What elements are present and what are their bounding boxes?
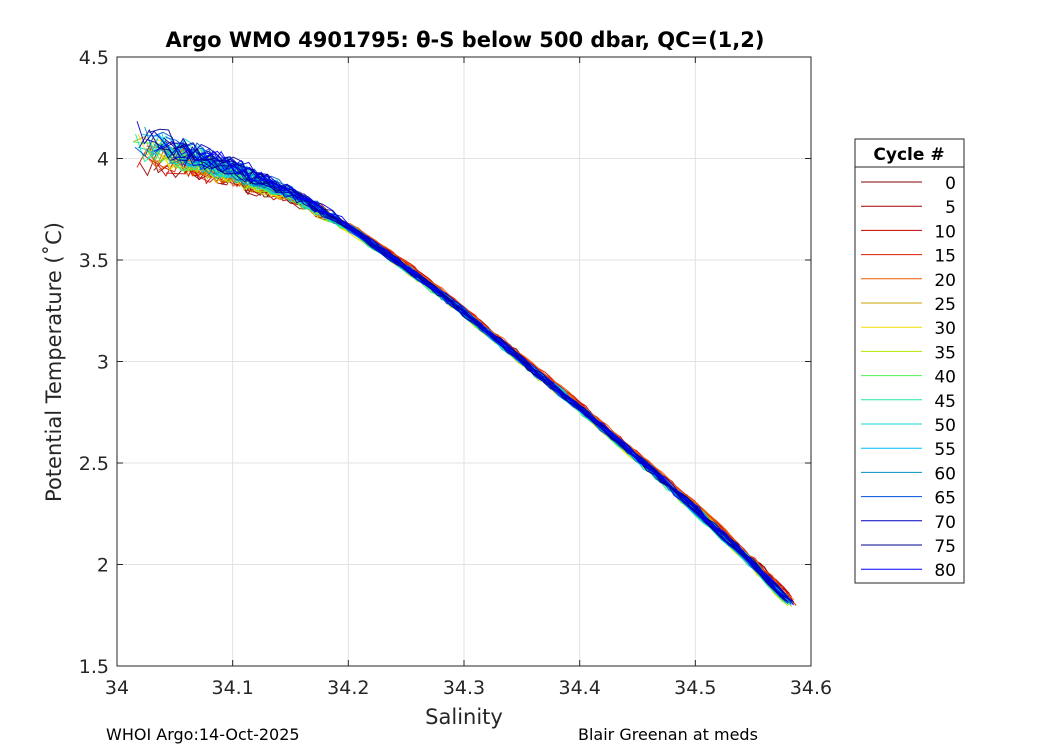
legend-label: 5 xyxy=(945,198,956,218)
legend-label: 55 xyxy=(934,440,956,460)
legend-label: 20 xyxy=(934,271,956,291)
y-axis-label: Potential Temperature (˚C) xyxy=(42,222,66,502)
footer-left: WHOI Argo:14-Oct-2025 xyxy=(106,725,300,744)
legend-label: 60 xyxy=(934,464,956,484)
cycle-profile-line xyxy=(153,140,784,596)
legend-title: Cycle # xyxy=(873,145,944,165)
tick-layer: 34 34.1 34.2 34.3 34.4 34.5 34.6 1.5 2 2.5 3 3.5 4 4.… xyxy=(79,47,832,699)
legend-box xyxy=(854,138,965,584)
x-tick-label: 34.6 xyxy=(790,677,832,699)
y-tick-label: 4 xyxy=(97,149,109,171)
y-tick-label: 2 xyxy=(97,555,109,577)
legend-label: 75 xyxy=(934,537,956,557)
legend-label: 65 xyxy=(934,489,956,509)
x-tick-label: 34 xyxy=(105,677,129,699)
axes-frame xyxy=(116,56,812,667)
legend-label: 80 xyxy=(934,561,956,581)
legend-label: 70 xyxy=(934,513,956,533)
legend-label: 25 xyxy=(934,295,956,315)
x-axis-label: Salinity xyxy=(425,705,503,729)
legend-label: 0 xyxy=(945,174,956,194)
legend-label: 40 xyxy=(934,368,956,388)
x-tick-label: 34.4 xyxy=(559,677,601,699)
chart-title: Argo WMO 4901795: θ-S below 500 dbar, QC… xyxy=(166,28,765,52)
y-tick-label: 3 xyxy=(97,352,109,374)
series-layer xyxy=(133,121,797,608)
legend-label: 10 xyxy=(934,222,956,242)
legend-label: 35 xyxy=(934,343,956,363)
y-tick-label: 2.5 xyxy=(79,453,109,475)
cycle-profile-line xyxy=(199,152,787,601)
legend-label: 15 xyxy=(934,247,956,267)
x-tick-label: 34.5 xyxy=(674,677,716,699)
y-tick-label: 3.5 xyxy=(79,250,109,272)
legend: Cycle # 0 5 10 15 20 25 30 35 40 45 50 55 60 65 70 75 80 xyxy=(854,138,965,584)
legend-label: 45 xyxy=(934,392,956,412)
x-tick-label: 34.3 xyxy=(443,677,485,699)
legend-label: 50 xyxy=(934,416,956,436)
x-tick-label: 34.2 xyxy=(327,677,369,699)
legend-entries: 0 5 10 15 20 25 30 35 40 45 50 55 60 65 70 75 80 xyxy=(861,174,956,581)
y-tick-label: 4.5 xyxy=(79,47,109,69)
y-tick-label: 1.5 xyxy=(79,656,109,678)
legend-label: 30 xyxy=(934,319,956,339)
footer-right: Blair Greenan at meds xyxy=(578,725,758,744)
x-tick-label: 34.1 xyxy=(212,677,254,699)
